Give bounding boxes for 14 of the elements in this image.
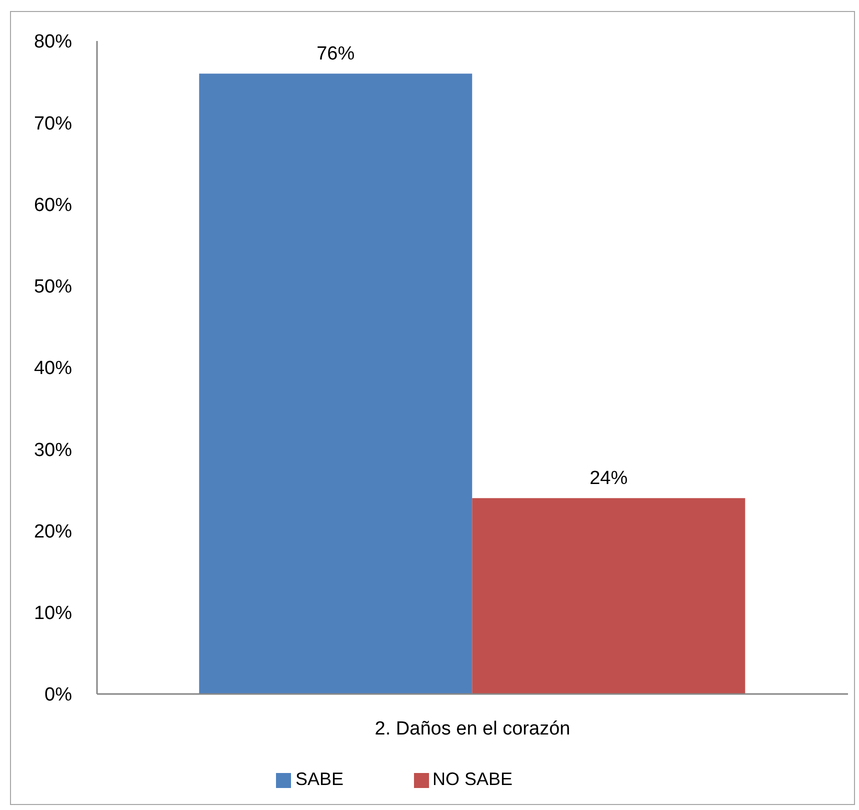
y-tick-label: 40% xyxy=(34,358,72,380)
y-tick-label: 10% xyxy=(34,603,72,624)
y-tick-label: 60% xyxy=(34,194,72,216)
legend-label: NO SABE xyxy=(432,769,513,789)
y-tick-label: 80% xyxy=(34,32,72,53)
data-label: 24% xyxy=(590,468,628,490)
legend-label: SABE xyxy=(295,769,344,789)
x-tick-label: 2. Daños en el corazón xyxy=(374,718,570,740)
y-tick-label: 30% xyxy=(34,440,72,461)
y-tick-label: 20% xyxy=(34,521,72,542)
data-label: 76% xyxy=(316,44,355,65)
y-tick-label: 70% xyxy=(34,113,72,134)
y-tick-label: 50% xyxy=(34,276,72,298)
y-tick-label: 0% xyxy=(44,684,72,706)
